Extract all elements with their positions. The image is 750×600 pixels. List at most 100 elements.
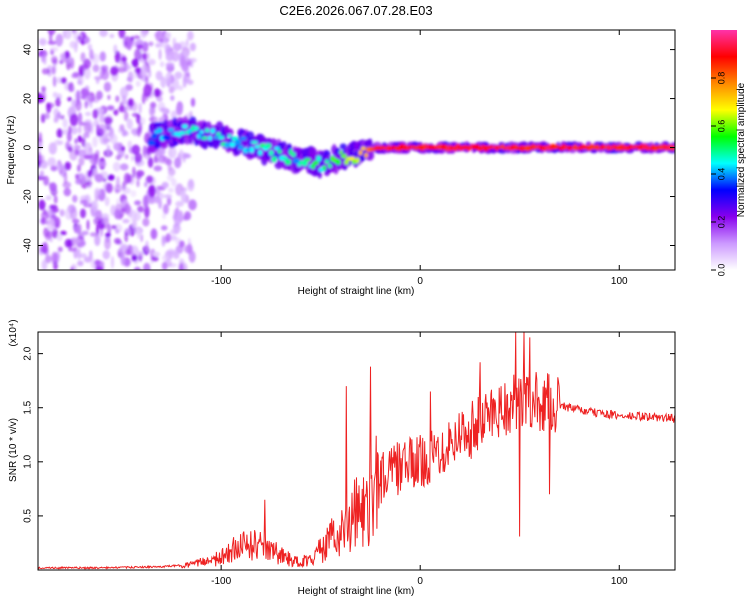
noise-blob xyxy=(43,53,47,66)
noise-blob xyxy=(190,97,196,107)
noise-blob xyxy=(86,219,90,231)
ridge-peak xyxy=(277,149,282,154)
noise-blob xyxy=(98,123,107,136)
ridge-peak xyxy=(467,145,472,152)
ridge-peak xyxy=(304,158,311,162)
noise-blob xyxy=(142,52,148,61)
noise-blob xyxy=(78,157,85,166)
noise-blob xyxy=(150,228,158,240)
noise-blob xyxy=(127,140,133,149)
y-tick-label: 1.0 xyxy=(23,454,34,468)
y-tick-label: -20 xyxy=(23,189,34,204)
noise-blob xyxy=(165,72,172,84)
noise-blob xyxy=(101,68,110,81)
noise-blob xyxy=(155,70,163,81)
noise-blob xyxy=(49,31,53,43)
noise-blob xyxy=(42,209,47,216)
noise-blob xyxy=(131,112,140,118)
noise-blob xyxy=(38,38,47,46)
ridge-peak xyxy=(229,142,236,148)
ridge-peak xyxy=(148,140,155,146)
noise-blob xyxy=(72,194,78,203)
ridge-peak xyxy=(341,153,347,159)
noise-blob xyxy=(143,262,151,270)
noise-blob xyxy=(83,121,92,134)
noise-blob xyxy=(147,199,156,204)
noise-blob xyxy=(55,97,61,108)
ridge-peak xyxy=(461,145,466,150)
ridge-halo xyxy=(206,121,212,130)
noise-blob xyxy=(144,181,148,188)
noise-blob xyxy=(181,187,188,193)
noise-blob xyxy=(103,116,113,125)
noise-blob xyxy=(131,254,138,262)
noise-blob xyxy=(65,50,70,59)
ridge-peak xyxy=(327,163,332,169)
noise-blob xyxy=(104,196,110,207)
noise-blob xyxy=(134,200,142,206)
noise-blob xyxy=(67,97,72,102)
noise-blob xyxy=(49,182,57,192)
noise-blob xyxy=(76,90,80,103)
noise-blob xyxy=(136,179,140,188)
noise-blob xyxy=(51,207,60,213)
ridge-peak xyxy=(217,135,225,140)
noise-blob xyxy=(138,122,143,133)
noise-blob xyxy=(46,230,53,239)
noise-blob xyxy=(178,149,184,160)
noise-blob xyxy=(136,170,145,177)
ridge-halo xyxy=(339,143,347,150)
noise-blob xyxy=(182,76,187,88)
noise-blob xyxy=(57,140,64,146)
noise-blob xyxy=(84,101,88,109)
noise-blob xyxy=(184,211,192,221)
noise-blob xyxy=(149,105,156,117)
noise-blob xyxy=(174,71,183,80)
x-tick-label: -100 xyxy=(211,576,231,587)
noise-blob xyxy=(80,199,88,205)
ridge-halo xyxy=(367,138,373,146)
noise-blob xyxy=(167,69,172,74)
spectrogram-y-ticks: 40 20 0 -20 -40 xyxy=(23,44,675,253)
ridge-peak xyxy=(313,160,319,165)
noise-blob xyxy=(67,146,73,153)
ridge-peak xyxy=(204,128,210,133)
ridge-peak xyxy=(240,136,247,141)
noise-blob xyxy=(116,198,120,208)
ridge-peak xyxy=(207,136,213,141)
noise-blob xyxy=(41,241,49,255)
ridge-peak xyxy=(335,159,341,165)
noise-blob xyxy=(52,58,58,66)
noise-blob xyxy=(53,115,63,120)
noise-blob xyxy=(71,86,75,92)
noise-blob xyxy=(146,175,154,184)
noise-blob xyxy=(92,64,100,73)
noise-blob xyxy=(51,63,57,74)
noise-blob xyxy=(47,217,55,231)
ridge-halo xyxy=(270,138,277,147)
spectrogram-blobs xyxy=(38,30,675,270)
noise-blob xyxy=(126,76,133,82)
ridge-peak xyxy=(284,159,292,165)
ridge-peak xyxy=(271,156,277,163)
noise-blob xyxy=(102,134,109,146)
noise-blob xyxy=(131,58,139,68)
noise-blob xyxy=(69,207,78,220)
noise-blob xyxy=(77,80,82,85)
ridge-peak xyxy=(196,134,201,139)
noise-blob xyxy=(102,177,107,183)
noise-blob xyxy=(138,102,142,114)
ridge-peak xyxy=(274,146,280,151)
spectrogram-x-axis-label: Height of straight line (km) xyxy=(298,286,415,297)
noise-blob xyxy=(171,51,180,62)
noise-blob xyxy=(163,194,173,199)
noise-blob xyxy=(188,199,197,211)
noise-blob xyxy=(121,57,127,62)
noise-blob xyxy=(38,142,43,151)
noise-blob xyxy=(90,257,96,269)
spectrogram-y-axis-label: Frequency (Hz) xyxy=(6,116,17,185)
noise-blob xyxy=(60,77,67,84)
noise-blob xyxy=(99,51,107,62)
noise-blob xyxy=(50,165,58,172)
noise-blob xyxy=(89,49,94,60)
